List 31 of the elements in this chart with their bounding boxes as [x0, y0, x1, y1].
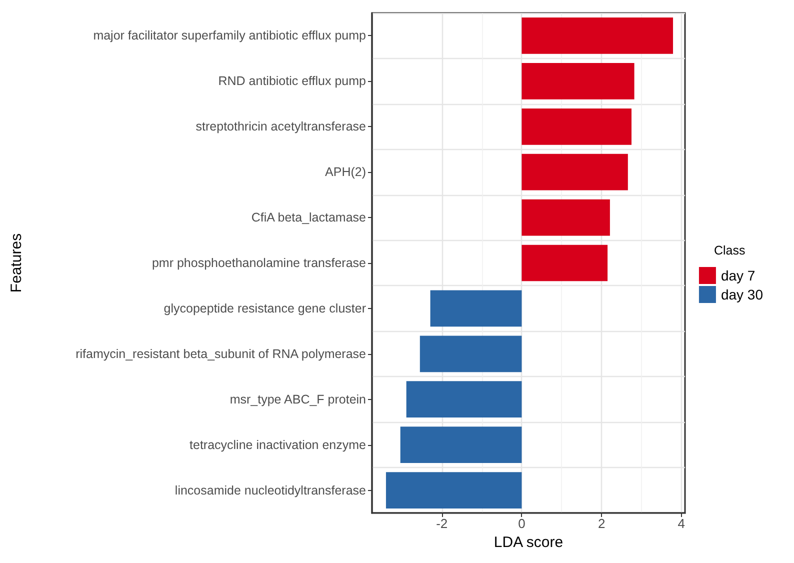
bar [400, 426, 522, 463]
bar [406, 381, 522, 418]
legend-title: Class [714, 244, 746, 258]
y-axis-title: Features [8, 233, 25, 293]
y-tick-label: RND antibiotic efflux pump [218, 74, 366, 88]
x-tick-label: 2 [598, 516, 606, 531]
bar [522, 154, 628, 190]
bar [522, 18, 674, 54]
y-tick-label: pmr phosphoethanolamine transferase [152, 256, 366, 270]
bar [522, 199, 610, 236]
legend-label: day 30 [720, 286, 764, 302]
y-tick-label: major facilitator superfamily antibiotic efflux pump [93, 28, 366, 43]
y-tick-label: streptothricin acetyltransferase [196, 120, 366, 134]
y-tick-label: CfiA beta_lactamase [251, 210, 366, 225]
x-tick-label: -2 [436, 516, 448, 531]
y-tick-label: rifamycin_resistant beta_subunit of RNA polymerase [76, 346, 366, 361]
x-axis-title: LDA score [494, 534, 564, 551]
x-tick-label: 4 [678, 516, 686, 531]
y-tick-label: msr_type ABC_F protein [230, 392, 366, 406]
y-tick-label: glycopeptide resistance gene cluster [164, 301, 366, 316]
bar [386, 472, 522, 508]
bar [522, 63, 634, 100]
bar [430, 290, 522, 327]
y-tick-label: APH(2) [325, 165, 366, 180]
legend-label: day 7 [720, 268, 756, 284]
bar [522, 108, 632, 145]
bar [522, 244, 608, 282]
x-tick-label: 0 [518, 516, 526, 531]
y-tick-label: lincosamide nucleotidyltransferase [174, 483, 366, 498]
bar [420, 336, 522, 372]
y-tick-label: tetracycline inactivation enzyme [190, 438, 366, 452]
